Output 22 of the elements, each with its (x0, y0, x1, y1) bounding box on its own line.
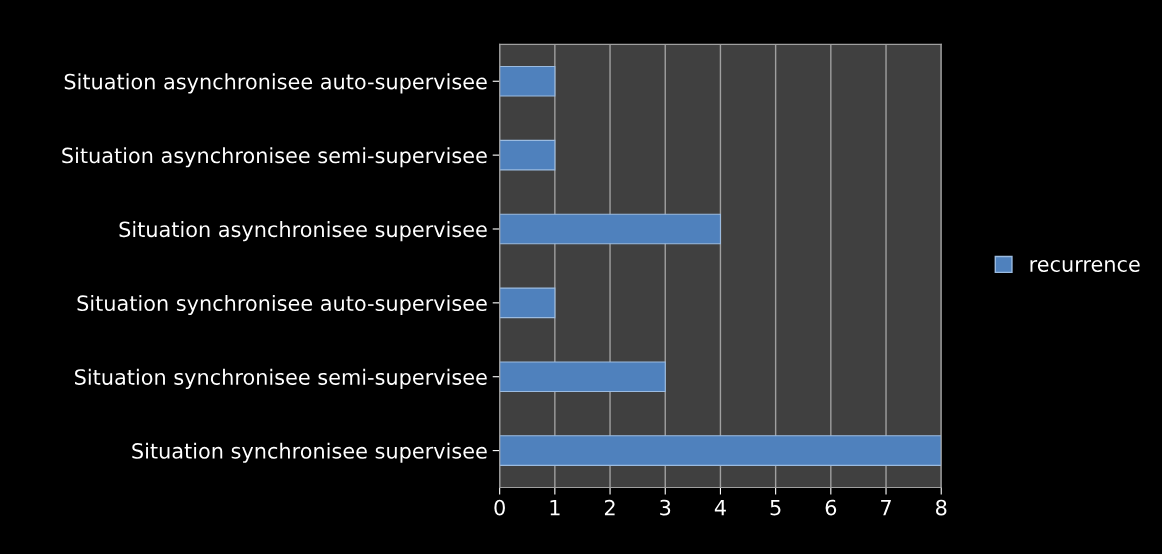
bar (499, 287, 556, 319)
bar (499, 139, 556, 171)
x-tick-label: 1 (550, 499, 560, 516)
bar (499, 361, 666, 393)
bar (499, 435, 942, 466)
y-tick-label: Situation synchronisee auto-supervisee (77, 294, 487, 316)
legend-label: recurrence (1030, 260, 1140, 272)
y-tick-label: Situation asynchronisee auto-supervisee (64, 73, 487, 94)
bar (499, 213, 721, 245)
x-tick-label: 6 (825, 499, 837, 516)
x-tick-label: 4 (714, 499, 726, 516)
y-tick-label: Situation synchronisee semi-supervisee (75, 368, 487, 389)
x-tick-label: 7 (881, 499, 891, 516)
x-tick-label: 2 (604, 499, 615, 516)
y-tick-label: Situation synchronisee supervisee (132, 442, 487, 463)
x-tick-label: 8 (936, 499, 947, 516)
x-tick-label: 0 (494, 499, 505, 516)
y-tick-label: Situation asynchronisee semi-supervisee (62, 147, 487, 168)
x-tick-label: 5 (770, 499, 781, 516)
x-tick-label: 3 (660, 499, 671, 516)
y-tick-label: Situation asynchronisee supervisee (119, 221, 487, 242)
bar (499, 65, 556, 97)
